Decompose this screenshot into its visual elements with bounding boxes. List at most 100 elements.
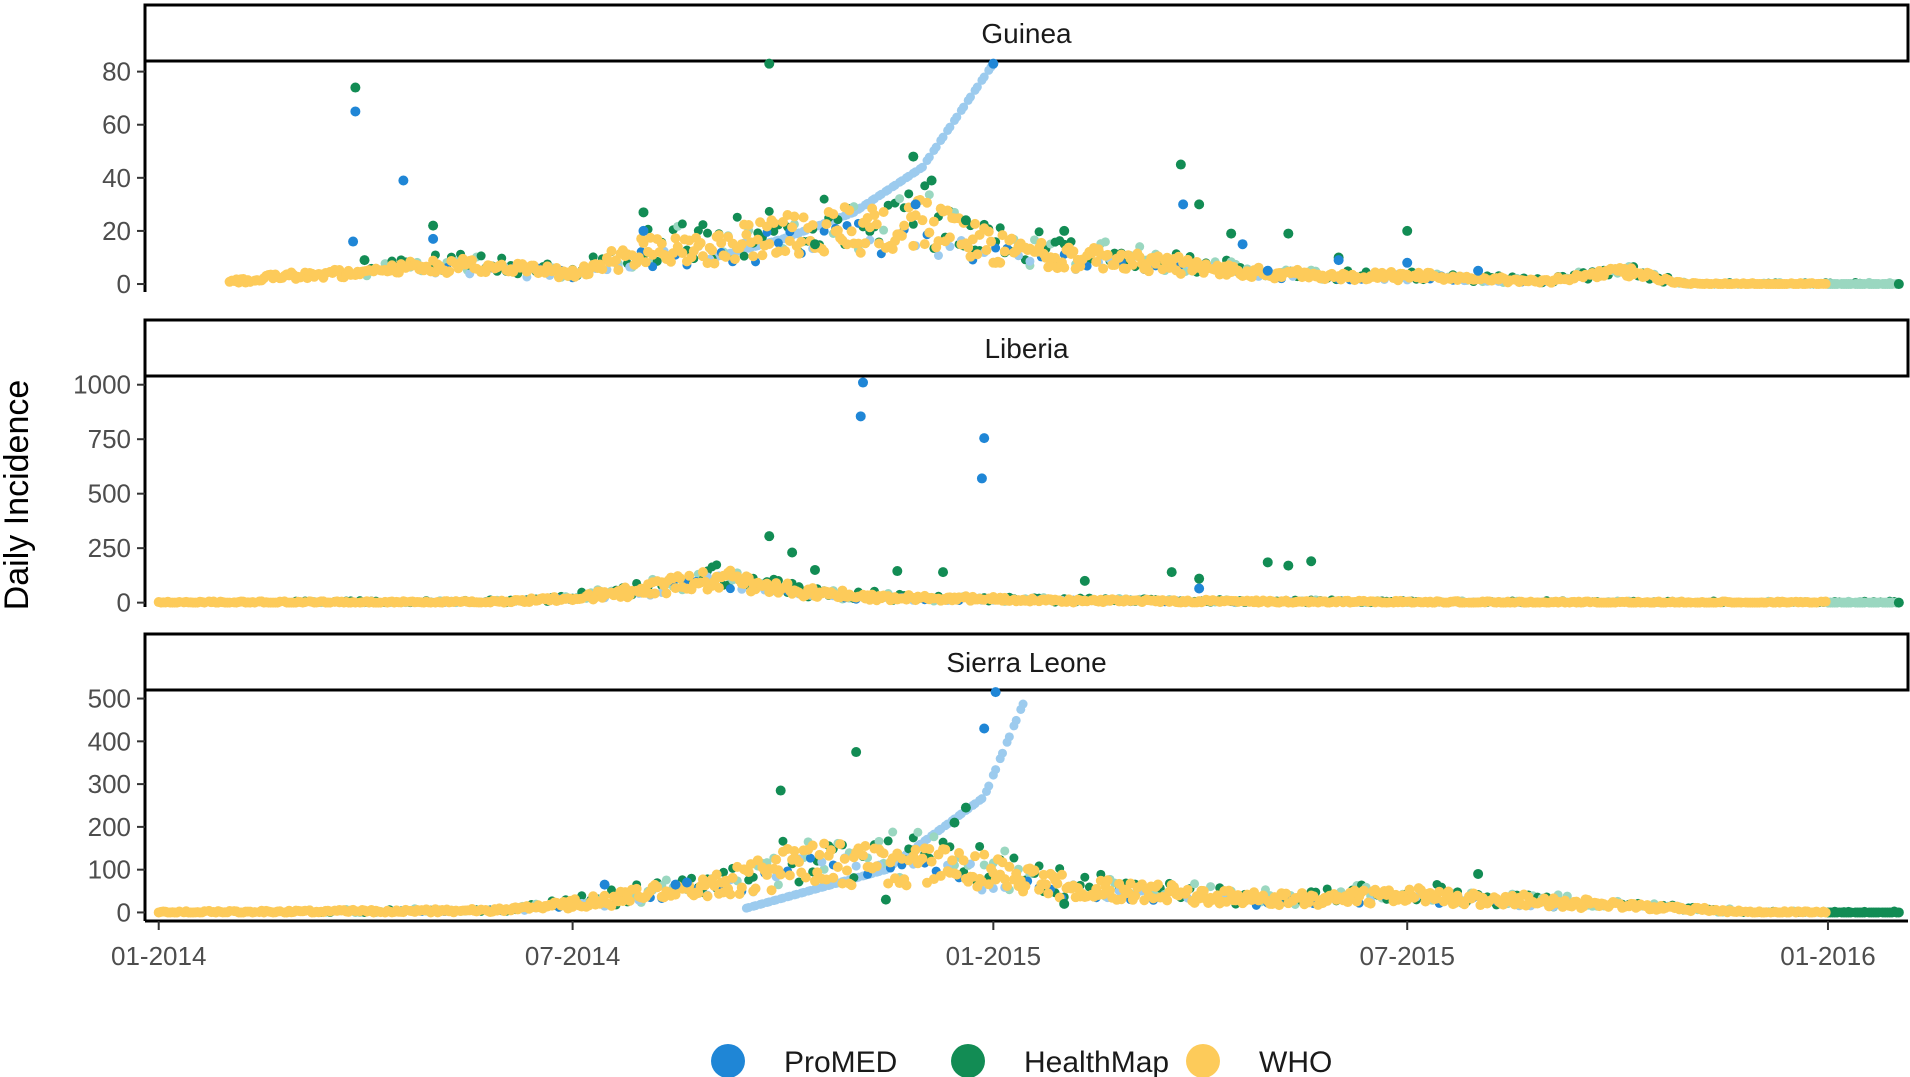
healthmap-point: [960, 215, 971, 226]
who-point: [1127, 259, 1138, 270]
healthmap-point: [359, 255, 370, 266]
who-point: [924, 227, 935, 238]
who-point: [896, 230, 907, 241]
who-point: [631, 883, 642, 894]
healthmap-point: [883, 200, 893, 210]
who-point: [1004, 861, 1015, 872]
healthmap-point: [895, 194, 905, 204]
promed-curve-point: [977, 794, 987, 804]
promed-curve-point: [917, 162, 927, 172]
healthmap-point: [1000, 846, 1010, 856]
who-point: [970, 218, 981, 229]
promed-curve-point: [1018, 699, 1028, 709]
who-point: [796, 236, 807, 247]
who-point: [729, 254, 740, 265]
y-tick-label: 1000: [73, 370, 131, 400]
promed-point: [648, 262, 658, 272]
healthmap-point: [1034, 227, 1044, 237]
healthmap-point: [638, 207, 649, 218]
healthmap-point: [879, 225, 889, 235]
y-tick-label: 60: [102, 110, 131, 140]
facet-strip-label: Liberia: [984, 333, 1068, 364]
promed-curve-point: [991, 765, 1001, 775]
y-tick-label: 250: [88, 533, 131, 563]
healthmap-point: [1100, 237, 1110, 247]
who-point: [800, 872, 811, 883]
healthmap-point: [703, 228, 713, 238]
who-point: [649, 588, 660, 599]
who-point: [1102, 249, 1113, 260]
who-point: [638, 238, 649, 249]
who-point: [871, 861, 882, 872]
promed-point: [1473, 265, 1484, 276]
panel-points-guinea: [224, 58, 1904, 290]
who-point: [720, 251, 731, 262]
who-point: [713, 230, 724, 241]
y-tick-label: 400: [88, 726, 131, 756]
healthmap-point: [1226, 228, 1237, 239]
who-point: [597, 264, 608, 275]
promed-point: [805, 853, 815, 863]
promed-point: [348, 236, 359, 247]
who-point: [709, 258, 720, 269]
promed-point: [670, 879, 681, 890]
who-point: [1102, 875, 1113, 886]
who-point: [677, 247, 688, 258]
promed-curve-point: [924, 152, 934, 162]
facet-strip: [143, 632, 1910, 692]
who-point: [869, 209, 880, 220]
who-point: [1143, 266, 1154, 277]
who-point: [684, 570, 695, 581]
who-point: [947, 855, 958, 866]
who-point: [1409, 892, 1420, 903]
y-tick-label: 0: [117, 269, 131, 299]
healthmap-point: [908, 151, 919, 162]
who-point: [832, 862, 843, 873]
who-point: [846, 226, 857, 237]
who-point: [784, 870, 795, 881]
panel-points-sierra-leone: [153, 687, 1904, 918]
who-point: [775, 869, 786, 880]
facet-strip-label: Sierra Leone: [946, 647, 1106, 678]
who-point: [1420, 896, 1431, 907]
who-point: [1006, 233, 1017, 244]
who-point: [1198, 886, 1209, 897]
who-point: [814, 849, 825, 860]
healthmap-point: [880, 894, 891, 905]
who-point: [727, 872, 738, 883]
promed-point: [428, 233, 439, 244]
promed-curve-point: [1011, 715, 1021, 725]
healthmap-point: [904, 189, 914, 199]
who-point: [839, 853, 850, 864]
who-point: [883, 878, 894, 889]
x-tick-label: 01-2015: [946, 941, 1041, 971]
who-point: [743, 867, 754, 878]
who-point: [983, 226, 994, 237]
who-point: [899, 220, 910, 231]
healthmap-point: [1059, 225, 1070, 236]
promed-curve-point: [931, 142, 941, 152]
promed-point: [988, 58, 999, 69]
facet-strip: [143, 3, 1910, 63]
who-point: [858, 850, 869, 861]
who-point: [1052, 878, 1063, 889]
who-point: [466, 255, 477, 266]
healthmap-point: [712, 560, 722, 570]
healthmap-point: [819, 194, 829, 204]
who-point: [736, 882, 747, 893]
y-tick-label: 20: [102, 216, 131, 246]
healthmap-point: [1194, 199, 1205, 210]
healthmap-point: [929, 832, 939, 842]
who-point: [997, 230, 1008, 241]
healthmap-point: [476, 251, 486, 261]
healthmap-point: [851, 747, 862, 758]
y-tick-label: 0: [117, 588, 131, 618]
legend-label-promed: ProMED: [784, 1046, 897, 1077]
who-point: [1274, 900, 1285, 911]
who-point: [748, 251, 759, 262]
who-point: [743, 220, 754, 231]
who-point: [741, 229, 752, 240]
promed-point: [773, 238, 783, 248]
who-point: [716, 237, 727, 248]
